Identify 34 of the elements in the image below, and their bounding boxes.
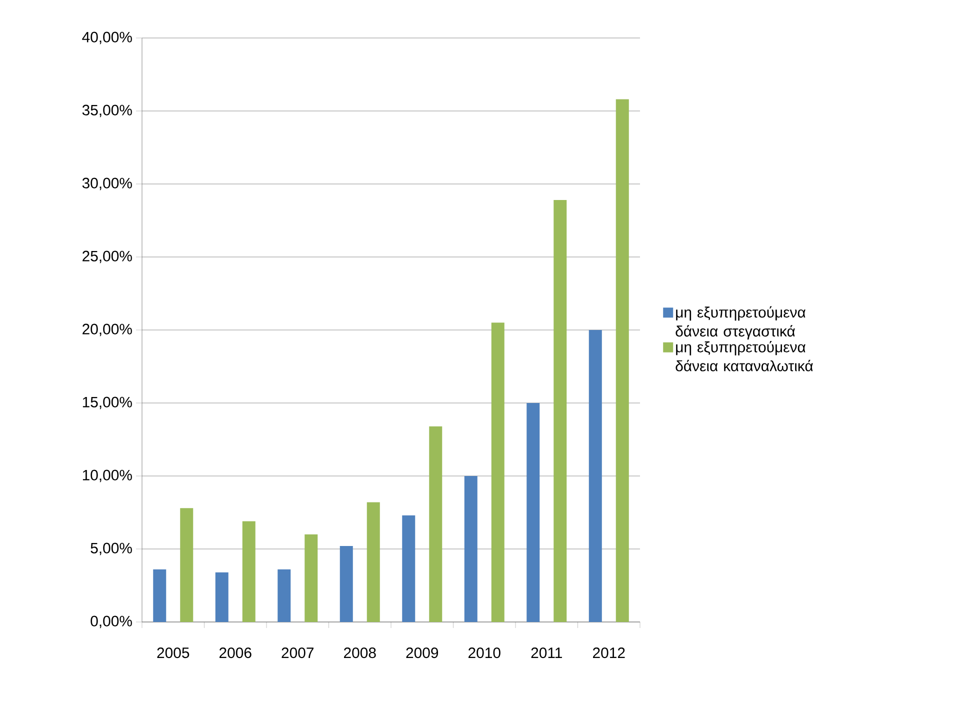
- x-tick-label: 2012: [593, 648, 625, 658]
- y-tick-label: 20,00%: [82, 324, 132, 336]
- bar: [554, 200, 567, 622]
- bar: [242, 521, 256, 622]
- bar: [340, 546, 353, 622]
- bar: [616, 99, 629, 622]
- y-tick-label: 30,00%: [82, 178, 132, 190]
- x-tick-label: 2011: [531, 648, 562, 658]
- x-tick-label: 2010: [468, 648, 500, 658]
- bar: [304, 534, 318, 622]
- bar: [278, 569, 291, 622]
- bar: [153, 569, 166, 622]
- bar: [491, 322, 504, 622]
- y-tick-label: 10,00%: [82, 470, 132, 482]
- x-tick-label: 2007: [282, 648, 314, 658]
- y-tick-label: 35,00%: [82, 104, 132, 118]
- bar: [215, 572, 228, 622]
- y-tick-label: 15,00%: [82, 396, 132, 410]
- x-tick-label: 2009: [406, 648, 438, 658]
- y-tick-label: 0,00%: [90, 616, 132, 628]
- bar: [588, 330, 602, 622]
- bar: [526, 402, 540, 622]
- bar: [429, 426, 442, 622]
- y-tick-label: 40,00%: [82, 32, 132, 44]
- bar: [464, 476, 478, 622]
- y-tick-label: 5,00%: [90, 542, 132, 556]
- y-tick-label: 25,00%: [82, 250, 132, 264]
- x-tick-label: 2006: [220, 648, 252, 658]
- bar: [180, 508, 194, 622]
- x-tick-label: 2005: [157, 648, 190, 658]
- x-tick-label: 2008: [344, 648, 376, 658]
- legend-label: μη εξυπηρετούμενα δάνεια καταναλωτικά: [676, 340, 813, 372]
- bar: [366, 502, 380, 622]
- bar: [402, 515, 416, 622]
